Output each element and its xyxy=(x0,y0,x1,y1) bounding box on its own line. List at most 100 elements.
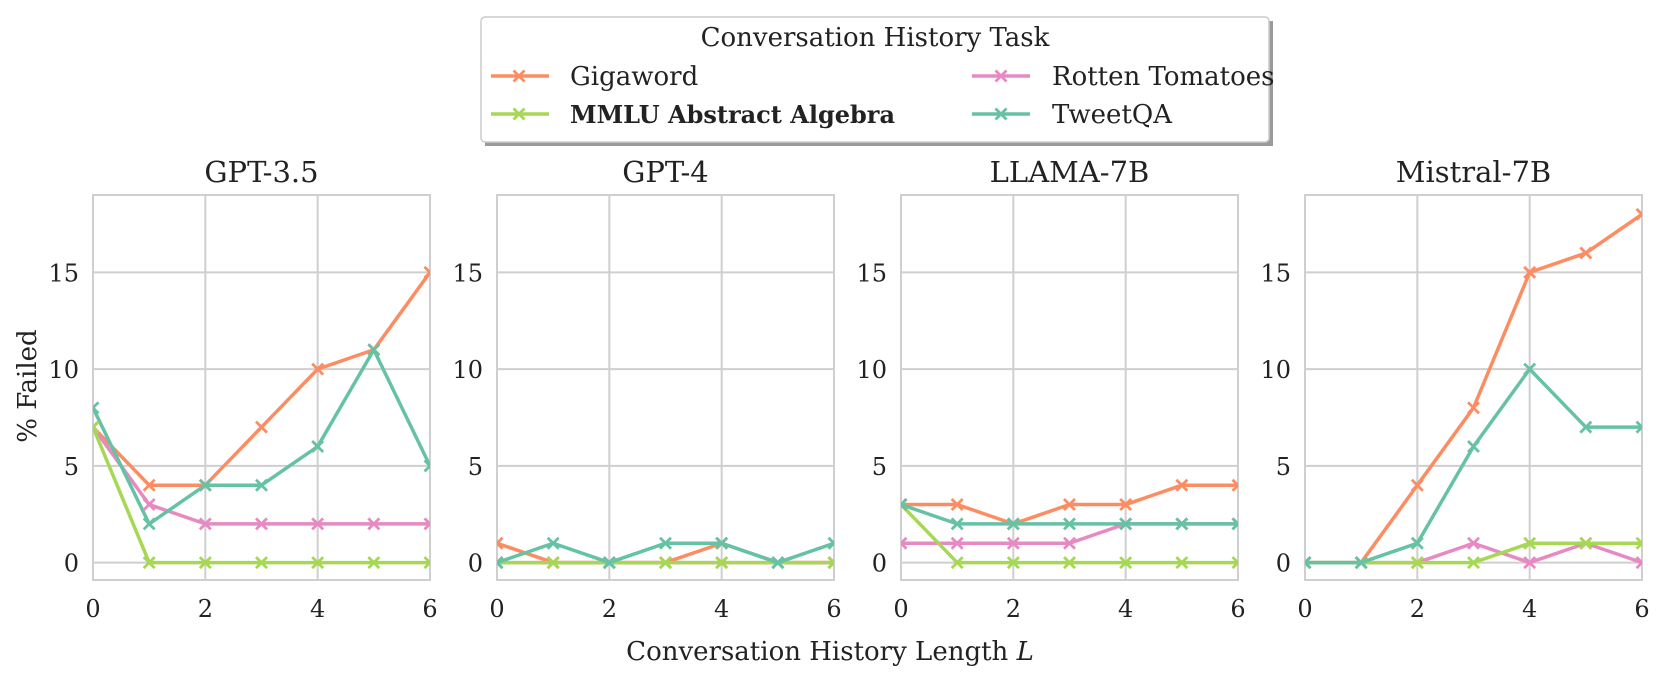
data-point-mmlu-abstract-algebra xyxy=(255,556,268,570)
data-point-mmlu-abstract-algebra xyxy=(198,556,212,570)
legend-title: Conversation History Task xyxy=(701,23,1050,53)
data-point-tweetqa xyxy=(198,478,212,492)
y-tick-label: 5 xyxy=(1276,453,1291,481)
data-point-mmlu-abstract-algebra xyxy=(93,420,100,434)
x-tick-label: 6 xyxy=(826,595,841,623)
plot-series-group xyxy=(497,536,834,570)
data-point-mmlu-abstract-algebra xyxy=(367,556,381,570)
data-point-mmlu-abstract-algebra xyxy=(423,556,430,570)
data-point-tweetqa xyxy=(311,440,325,453)
x-tick-label: 0 xyxy=(893,595,908,623)
x-axis-label: Conversation History Length L xyxy=(626,637,1034,667)
legend: Conversation History Task Gigaword Rotte… xyxy=(480,16,1275,146)
panel-title: GPT-4 xyxy=(622,155,709,189)
legend-entry-gigaword: Gigaword xyxy=(491,62,698,92)
data-point-mmlu-abstract-algebra xyxy=(1523,536,1537,550)
panel-title: GPT-3.5 xyxy=(204,155,318,189)
data-point-rotten-tomatoes xyxy=(255,517,268,531)
data-point-mmlu-abstract-algebra xyxy=(659,556,672,570)
x-tick-label: 0 xyxy=(85,595,100,623)
series-line-gigaword xyxy=(1305,212,1642,565)
data-point-tweetqa xyxy=(771,556,785,570)
data-point-mmlu-abstract-algebra xyxy=(1231,556,1238,570)
legend-label: MMLU Abstract Algebra xyxy=(570,100,895,129)
data-point-rotten-tomatoes xyxy=(423,517,430,531)
y-tick-label: 15 xyxy=(452,259,483,287)
y-tick-label: 0 xyxy=(64,550,79,578)
data-point-rotten-tomatoes xyxy=(1467,536,1480,550)
data-point-tweetqa xyxy=(1354,556,1368,570)
data-point-tweetqa xyxy=(1523,362,1537,376)
data-point-rotten-tomatoes xyxy=(1523,556,1537,570)
legend-swatch-marker xyxy=(512,69,526,83)
x-tick-label: 4 xyxy=(310,595,325,623)
panel-title: Mistral-7B xyxy=(1396,155,1552,189)
x-axis-label-variable: L xyxy=(1016,637,1034,667)
y-axis-label: % Failed xyxy=(13,329,43,442)
panel-gpt-3-5: GPT-3.5 0 2 4 6 0 5 10 15 xyxy=(48,155,437,623)
series-line-rotten-tomatoes xyxy=(901,522,1238,545)
data-point-mmlu-abstract-algebra xyxy=(1006,556,1020,570)
data-point-tweetqa xyxy=(142,517,156,531)
data-point-mmlu-abstract-algebra xyxy=(1119,556,1133,570)
y-tick-label: 15 xyxy=(48,259,79,287)
data-point-gigaword xyxy=(1119,498,1133,512)
data-point-tweetqa xyxy=(1119,517,1133,531)
data-point-gigaword xyxy=(423,265,430,279)
y-tick-label: 10 xyxy=(856,356,887,384)
data-point-mmlu-abstract-algebra xyxy=(1579,536,1593,550)
data-point-tweetqa xyxy=(1467,440,1480,453)
legend-entry-tweetqa: TweetQA xyxy=(972,100,1173,130)
y-tick-label: 10 xyxy=(1260,356,1291,384)
data-point-gigaword xyxy=(1063,498,1076,512)
y-tick-label: 5 xyxy=(64,453,79,481)
data-point-mmlu-abstract-algebra xyxy=(1467,556,1480,570)
legend-label: Rotten Tomatoes xyxy=(1052,62,1275,92)
data-point-tweetqa xyxy=(1410,536,1424,550)
x-tick-label: 4 xyxy=(1522,595,1537,623)
plot-area-frame xyxy=(900,194,1239,581)
y-tick-label: 5 xyxy=(872,453,887,481)
x-tick-label: 0 xyxy=(489,595,504,623)
data-point-gigaword xyxy=(1467,401,1480,415)
data-point-rotten-tomatoes xyxy=(311,517,325,531)
y-tick-label: 5 xyxy=(468,453,483,481)
data-point-gigaword xyxy=(497,536,504,550)
y-tick-label: 0 xyxy=(872,550,887,578)
data-point-rotten-tomatoes xyxy=(198,517,212,531)
data-point-tweetqa xyxy=(1006,517,1020,531)
data-point-gigaword xyxy=(311,362,325,376)
x-tick-label: 2 xyxy=(1410,595,1425,623)
data-point-gigaword xyxy=(255,420,268,434)
data-point-tweetqa xyxy=(255,478,268,492)
series-line-mmlu-abstract-algebra xyxy=(901,502,1238,565)
data-point-rotten-tomatoes xyxy=(1006,536,1020,550)
data-point-gigaword xyxy=(1635,207,1642,221)
y-tick-label: 10 xyxy=(452,356,483,384)
legend-label: TweetQA xyxy=(1052,100,1173,130)
x-tick-label: 0 xyxy=(1297,595,1312,623)
data-point-tweetqa xyxy=(93,401,100,415)
data-point-gigaword xyxy=(1231,478,1238,492)
x-axis-label-text: Conversation History Length xyxy=(626,637,1008,667)
data-point-tweetqa xyxy=(1579,420,1593,434)
legend-swatch-marker xyxy=(512,107,526,121)
data-point-gigaword xyxy=(1523,265,1537,279)
data-point-mmlu-abstract-algebra xyxy=(1410,556,1424,570)
data-point-mmlu-abstract-algebra xyxy=(142,556,156,570)
x-tick-label: 2 xyxy=(602,595,617,623)
y-tick-label: 15 xyxy=(1260,259,1291,287)
legend-label: Gigaword xyxy=(570,62,698,92)
data-point-rotten-tomatoes xyxy=(901,536,908,550)
data-point-tweetqa xyxy=(950,517,964,531)
legend-swatch-marker xyxy=(994,69,1008,83)
x-tick-label: 6 xyxy=(422,595,437,623)
series-line-gigaword xyxy=(93,270,430,487)
data-point-rotten-tomatoes xyxy=(950,536,964,550)
x-tick-label: 2 xyxy=(1006,595,1021,623)
y-tick-label: 10 xyxy=(48,356,79,384)
legend-entry-rotten-tomatoes: Rotten Tomatoes xyxy=(972,62,1275,92)
data-point-tweetqa xyxy=(602,556,616,570)
series-line-tweetqa xyxy=(901,502,1238,526)
